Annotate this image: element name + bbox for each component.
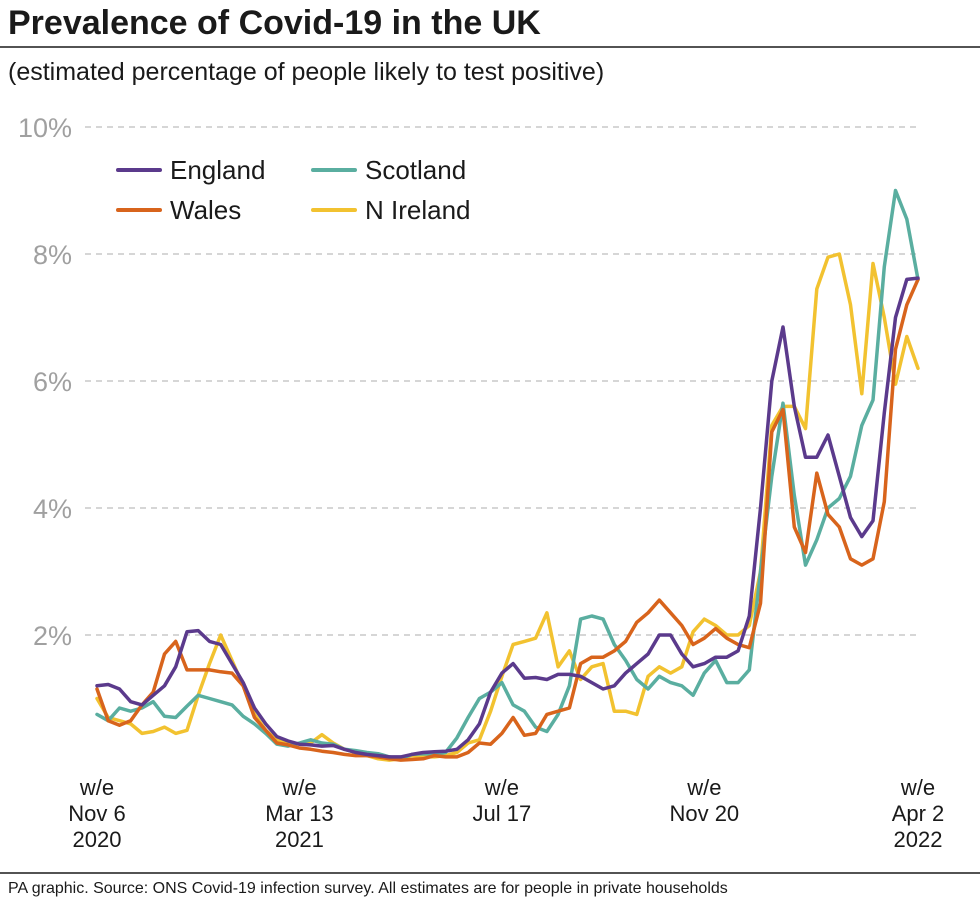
- y-tick-label: 10%: [18, 113, 72, 143]
- x-tick-label: Jul 17: [473, 801, 532, 826]
- series-line: [95, 276, 920, 759]
- x-tick-label: w/e: [281, 775, 316, 800]
- legend-label: Scotland: [365, 155, 466, 185]
- legend-label: N Ireland: [365, 195, 471, 225]
- x-tick-label: Nov 6: [68, 801, 125, 826]
- legend-label: England: [170, 155, 265, 185]
- x-tick-label: 2022: [894, 827, 943, 852]
- x-tick-label: w/e: [900, 775, 935, 800]
- x-tick-label: 2021: [275, 827, 324, 852]
- y-tick-label: 8%: [33, 240, 72, 270]
- y-tick-label: 2%: [33, 621, 72, 651]
- y-tick-label: 4%: [33, 494, 72, 524]
- source-note: PA graphic. Source: ONS Covid-19 infecti…: [8, 880, 728, 897]
- legend-label: Wales: [170, 195, 241, 225]
- chart-subtitle: (estimated percentage of people likely t…: [8, 58, 604, 86]
- series-line: [95, 277, 920, 762]
- y-tick-label: 6%: [33, 367, 72, 397]
- x-tick-label: w/e: [484, 775, 519, 800]
- x-tick-label: w/e: [686, 775, 721, 800]
- x-tick-label: Mar 13: [265, 801, 333, 826]
- x-tick-label: Nov 20: [669, 801, 739, 826]
- x-tick-label: 2020: [73, 827, 122, 852]
- chart-title: Prevalence of Covid-19 in the UK: [8, 4, 541, 42]
- x-tick-label: Apr 2: [892, 801, 945, 826]
- x-tick-label: w/e: [79, 775, 114, 800]
